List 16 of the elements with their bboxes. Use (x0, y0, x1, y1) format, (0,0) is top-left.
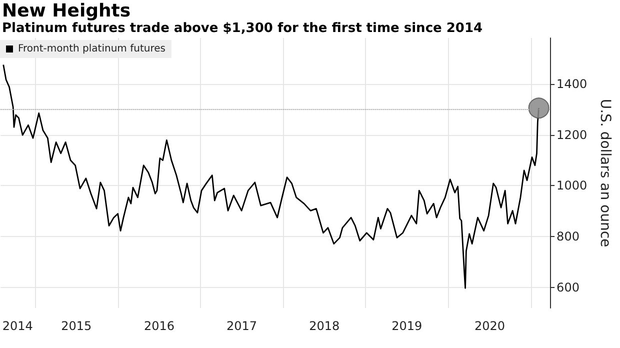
x-tick-label: 2020 (474, 319, 505, 333)
y-tick-label: 1400 (556, 76, 588, 91)
x-tick-label: 2016 (144, 319, 174, 333)
y-tick-label: 1000 (556, 178, 588, 193)
x-tick-label: 2014 (2, 319, 33, 333)
chart-subtitle: Platinum futures trade above $1,300 for the first time since 2014 (2, 21, 483, 36)
x-tick-label: 2017 (226, 319, 258, 333)
y-tick-label: 600 (556, 280, 580, 295)
legend-label: Front-month platinum futures (18, 44, 166, 54)
y-tick-label: 800 (556, 230, 580, 244)
chart-title: New Heights (2, 0, 131, 22)
x-tick-label: 2018 (309, 319, 340, 333)
y-axis-title: U.S. dollars an ounce (597, 98, 613, 248)
y-tick-label: 1200 (556, 128, 588, 142)
x-tick-label: 2015 (61, 319, 92, 333)
x-tick-label: 2019 (392, 319, 422, 333)
